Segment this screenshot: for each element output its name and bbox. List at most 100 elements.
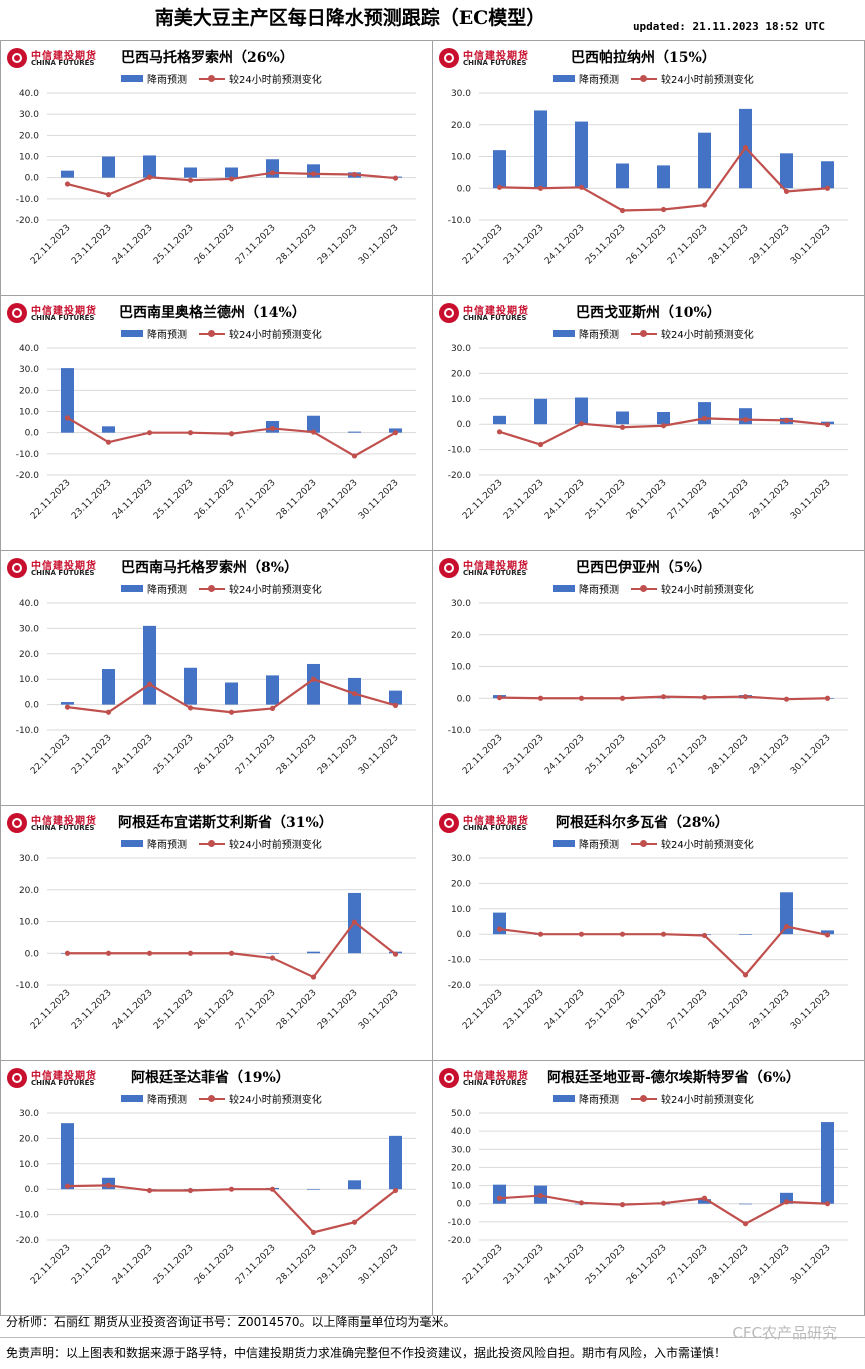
x-tick-label: 28.11.2023	[707, 988, 751, 1032]
x-tick-label: 27.11.2023	[234, 1243, 278, 1287]
y-tick-label: 10.0	[451, 905, 471, 915]
line-point	[310, 676, 317, 682]
x-tick-label: 24.11.2023	[543, 478, 587, 522]
line-point	[146, 950, 153, 956]
bar	[266, 953, 279, 954]
legend-bar: 降雨预测	[121, 326, 187, 341]
x-tick-label: 23.11.2023	[70, 223, 114, 267]
x-tick-label: 27.11.2023	[666, 733, 710, 777]
x-tick-label: 23.11.2023	[502, 478, 546, 522]
line-point	[310, 1229, 317, 1235]
bar	[389, 1135, 402, 1190]
x-tick-label: 25.11.2023	[584, 733, 628, 777]
x-tick-label: 30.11.2023	[789, 988, 833, 1032]
y-tick-label: 30.0	[451, 854, 471, 864]
line-point	[496, 184, 503, 190]
disclaimer: 免责声明：以上图表和数据来源于路孚特，中信建投期货力求准确完整但不作投资建议，据…	[6, 1346, 727, 1360]
logo-en: CHINA FUTURES	[463, 824, 527, 832]
legend-line: 较24小时前预测变化	[199, 1091, 322, 1106]
x-tick-label: 29.11.2023	[748, 223, 792, 267]
logo-en: CHINA FUTURES	[463, 59, 527, 67]
line-point	[269, 1186, 276, 1192]
line-point	[783, 1199, 790, 1205]
china-futures-logo: 中信建投期货 CHINA FUTURES	[439, 47, 539, 71]
y-tick-label: 10.0	[19, 918, 39, 928]
bar	[61, 170, 74, 178]
x-tick-label: 27.11.2023	[234, 988, 278, 1032]
line-point	[269, 705, 276, 712]
chart-title: 巴西南马托格罗索州（8%）	[121, 560, 299, 576]
y-tick-label: -20.0	[448, 471, 472, 481]
china-futures-logo: 中信建投期货 CHINA FUTURES	[7, 557, 107, 581]
x-tick-label: 24.11.2023	[543, 733, 587, 777]
legend-bar: 降雨预测	[553, 71, 619, 86]
y-tick-label: 30.0	[451, 344, 471, 354]
line-point	[742, 972, 749, 978]
bar-swatch-icon	[121, 1095, 143, 1102]
line-point	[64, 704, 71, 710]
line-point	[537, 1192, 544, 1199]
logo-cn: 中信建投期货	[463, 306, 529, 317]
bar	[348, 1180, 361, 1190]
line-point	[578, 1200, 585, 1206]
line-point	[64, 181, 71, 187]
page-title: 南美大豆主产区每日降水预测跟踪（EC模型）	[154, 7, 546, 29]
bar	[698, 132, 711, 189]
line-point	[310, 429, 317, 435]
line-point	[187, 430, 194, 436]
line-point	[146, 430, 153, 436]
logo-cn: 中信建投期货	[31, 816, 97, 827]
chart-title: 巴西戈亚斯州（10%）	[576, 305, 721, 321]
line-point	[228, 950, 235, 956]
x-tick-label: 25.11.2023	[584, 478, 628, 522]
y-tick-label: 10.0	[19, 153, 39, 163]
line-swatch-icon	[631, 1094, 657, 1102]
line-point	[64, 1183, 71, 1189]
china-futures-logo: 中信建投期货 CHINA FUTURES	[439, 812, 539, 836]
line-point	[310, 974, 317, 980]
legend-line: 较24小时前预测变化	[199, 836, 322, 851]
bar	[534, 398, 547, 425]
line-point	[701, 202, 708, 208]
chart-legend: 降雨预测 较24小时前预测变化	[1, 836, 432, 851]
x-tick-label: 24.11.2023	[111, 733, 155, 777]
y-tick-label: 20.0	[19, 650, 39, 660]
bar	[102, 156, 115, 178]
bar	[102, 669, 115, 705]
bar-swatch-icon	[553, 585, 575, 592]
y-tick-label: -20.0	[16, 471, 40, 481]
legend-bar-label: 降雨预测	[147, 1095, 187, 1106]
legend-line: 较24小时前预测变化	[631, 581, 754, 596]
bar	[307, 951, 320, 954]
y-tick-label: 30.0	[19, 1109, 39, 1119]
y-tick-label: -10.0	[16, 450, 40, 460]
bar	[616, 411, 629, 425]
y-tick-label: 30.0	[19, 365, 39, 375]
x-tick-label: 29.11.2023	[748, 478, 792, 522]
x-tick-label: 30.11.2023	[357, 478, 401, 522]
legend-line-label: 较24小时前预测变化	[229, 1095, 322, 1106]
line-point	[578, 184, 585, 190]
chart-panel: 中信建投期货 CHINA FUTURES 巴西帕拉纳州（15%） 降雨预测 较24小时前…	[432, 40, 865, 296]
bar-swatch-icon	[553, 1095, 575, 1102]
line-point	[660, 206, 667, 213]
y-tick-label: 10.0	[451, 1182, 471, 1192]
bar	[348, 431, 361, 433]
chart-plot: -20.0-10.00.010.020.030.040.022.11.20232…	[16, 344, 416, 522]
line-point	[742, 1221, 749, 1227]
chart-legend: 降雨预测 较24小时前预测变化	[433, 581, 864, 596]
x-tick-label: 22.11.2023	[461, 478, 505, 522]
bar	[739, 1203, 752, 1205]
y-tick-label: -10.0	[448, 726, 472, 736]
legend-bar-label: 降雨预测	[579, 840, 619, 851]
line-point	[701, 1195, 708, 1201]
chart-plot: -20.0 -10.0 0.0 10.0 20.0 30.0 22.11.202323.11…	[16, 1109, 416, 1287]
line-point	[619, 695, 626, 701]
y-tick-label: -10.0	[16, 726, 40, 736]
line-point	[187, 705, 194, 711]
bar	[821, 930, 834, 935]
chart-plot: -20.0 -10.0 0.0 10.0 20.0 30.0 40.0 50.0 22.11.2…	[448, 1109, 848, 1287]
y-tick-label: 40.0	[19, 89, 39, 99]
line-point	[619, 207, 626, 214]
legend-line-label: 较24小时前预测变化	[229, 75, 322, 86]
